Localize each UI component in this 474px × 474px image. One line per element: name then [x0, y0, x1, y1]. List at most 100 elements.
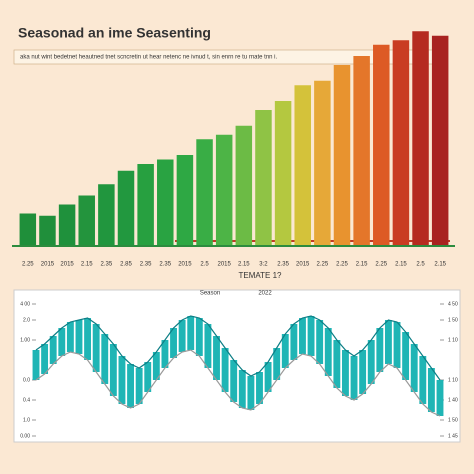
x-axis-label: TEMATE 1? [239, 271, 283, 280]
chart-subtitle: 2022 [258, 291, 272, 297]
bar [196, 139, 213, 245]
bar [157, 159, 174, 245]
bar [431, 35, 449, 245]
bar [255, 110, 272, 245]
chart-title: Season [200, 291, 220, 297]
teal-bar [92, 324, 100, 372]
teal-bar [384, 320, 392, 364]
x-tick-label: 2.35 [277, 262, 289, 268]
x-tick-label: 2.5 [416, 262, 425, 268]
teal-bar [333, 340, 341, 388]
y2-tick-label: 1 45 [448, 433, 458, 439]
x-tick-label: 2.35 [159, 262, 171, 268]
teal-bar [75, 320, 83, 354]
bar [39, 215, 56, 245]
y2-tick-label: 4 50 [448, 301, 458, 307]
line [35, 315, 441, 381]
bar [117, 170, 135, 245]
bar [58, 204, 76, 245]
x-tick-label: 2.25 [317, 262, 329, 268]
bar [19, 213, 37, 245]
teal-bar [342, 350, 349, 396]
y-tick-label: 2.0 [23, 317, 30, 323]
bar [78, 195, 95, 245]
teal-bar [419, 356, 427, 404]
teal-bar [195, 318, 203, 356]
teal-bar [187, 316, 195, 350]
y2-tick-label: 1 10 [448, 337, 458, 343]
x-tick-label: 2.35 [140, 262, 152, 268]
x-tick-label: 2.15 [356, 262, 368, 268]
x-tick-label: 2.15 [238, 262, 250, 268]
teal-bar [256, 372, 263, 404]
bar [215, 134, 233, 245]
teal-bar [350, 356, 358, 400]
teal-bar [178, 320, 186, 352]
teal-bar [359, 350, 367, 394]
teal-bar [213, 336, 220, 380]
teal-bar [264, 362, 272, 392]
x-tick-label: 2.85 [120, 262, 132, 268]
x-tick-label: 2.15 [434, 262, 446, 268]
bar [353, 56, 370, 245]
teal-bar [144, 362, 152, 392]
teal-bar [127, 364, 134, 408]
x-tick-label: 2.15 [395, 262, 407, 268]
bar [392, 40, 410, 245]
x-tick-label: 2.25 [336, 262, 348, 268]
teal-bar [118, 356, 126, 404]
y2-tick-label: 1 50 [448, 417, 458, 423]
bar [98, 184, 115, 245]
teal-bar [290, 324, 298, 360]
bar [274, 101, 292, 245]
teal-bar [376, 328, 384, 372]
y-tick-label: 0.00 [20, 433, 30, 439]
x-tick-label: 2015 [178, 262, 192, 268]
y2-tick-label: 1 50 [448, 317, 458, 323]
subtitle: aka nut wint bedetnet heautned tnet scnc… [20, 55, 278, 61]
teal-bar [161, 340, 169, 368]
teal-bar [367, 340, 375, 384]
y2-tick-label: 1 10 [448, 377, 458, 383]
chart-title: Seasonad an ime Seasenting [18, 25, 211, 41]
bar [176, 155, 194, 245]
bar [314, 80, 331, 245]
teal-bar [58, 328, 66, 356]
y-tick-label: 1.0 [23, 417, 30, 423]
teal-bar [316, 320, 324, 364]
teal-bar [230, 360, 238, 402]
teal-bar [410, 344, 418, 392]
bar [373, 44, 390, 245]
teal-bar [238, 370, 246, 408]
teal-bar [427, 368, 435, 412]
teal-bar [101, 334, 109, 384]
teal-bar [299, 318, 306, 354]
line [35, 349, 441, 417]
teal-bar [84, 318, 92, 360]
teal-bar [307, 316, 315, 356]
bar [333, 65, 351, 245]
teal-bar [247, 376, 255, 410]
teal-bar [402, 332, 410, 380]
teal-bar [281, 334, 289, 368]
x-tick-label: 2.35 [101, 262, 113, 268]
bar [235, 125, 253, 245]
x-tick-label: 2015 [218, 262, 232, 268]
bar [294, 85, 311, 245]
teal-bar [152, 352, 160, 380]
teal-bar [324, 328, 332, 376]
x-tick-label: 3:2 [259, 262, 268, 268]
bar [412, 31, 429, 245]
teal-bar [66, 322, 74, 352]
y2-tick-label: 1 40 [448, 397, 458, 403]
bar [137, 164, 154, 245]
x-tick-label: 2.5 [200, 262, 209, 268]
teal-bar [135, 368, 143, 404]
x-tick-label: 2015 [41, 262, 55, 268]
y-tick-label: 0.0 [23, 377, 30, 383]
teal-bar [32, 350, 40, 380]
teal-bar [436, 380, 444, 416]
teal-bar [221, 348, 229, 392]
teal-bar [204, 324, 212, 368]
